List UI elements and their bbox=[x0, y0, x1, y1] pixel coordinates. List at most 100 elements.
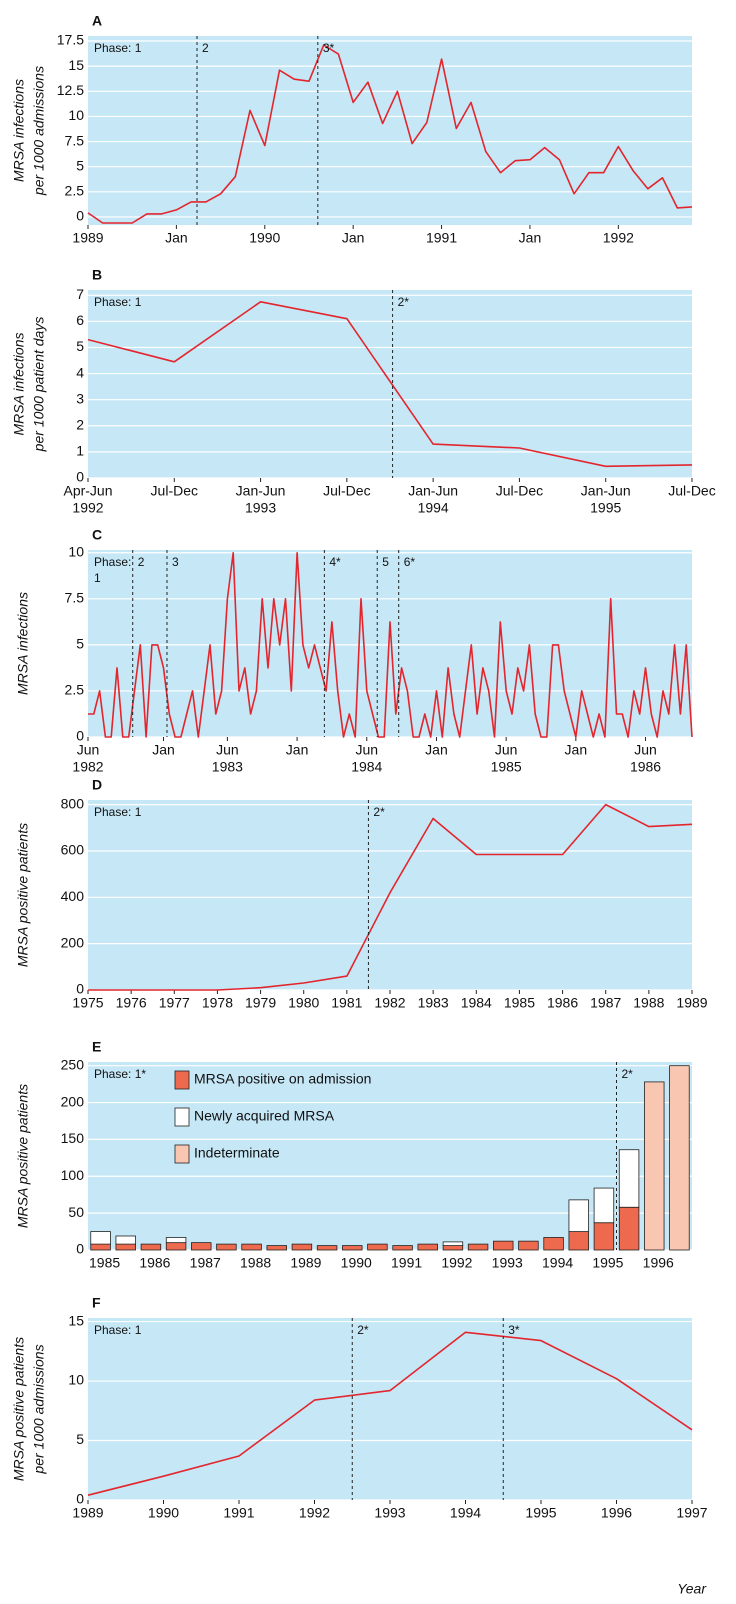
x-tick-label: Jun bbox=[216, 742, 239, 758]
y-tick-label: 7 bbox=[76, 286, 84, 302]
data-line bbox=[88, 803, 693, 991]
bar-segment bbox=[593, 1222, 615, 1251]
x-tick-label: 1995 bbox=[592, 1255, 623, 1271]
data-line bbox=[88, 552, 693, 738]
phase-label: Phase: 1* bbox=[94, 1067, 146, 1081]
x-tick-label: Jan-Jun bbox=[236, 483, 286, 499]
bar-segment bbox=[216, 1243, 237, 1251]
x-tick-label: Jul-Dec bbox=[668, 483, 715, 499]
y-tick-label: 10 bbox=[68, 107, 84, 123]
phase-label: 3* bbox=[508, 1323, 520, 1337]
y-tick-label: 5 bbox=[76, 1431, 84, 1447]
x-tick-label: 1991 bbox=[391, 1255, 422, 1271]
panel-letter: A bbox=[92, 13, 102, 29]
x-tick-label: 1995 bbox=[525, 1505, 556, 1521]
data-line bbox=[87, 1331, 693, 1496]
phase-label: Phase: 1 bbox=[94, 1323, 142, 1337]
bar-segment bbox=[568, 1231, 589, 1251]
bar-segment bbox=[115, 1235, 136, 1245]
y-tick-label: 0 bbox=[76, 728, 84, 744]
x-tick-label: Jan bbox=[342, 230, 365, 246]
legend-swatch bbox=[174, 1144, 190, 1164]
y-tick-label: 100 bbox=[61, 1167, 85, 1183]
y-tick-label: 600 bbox=[61, 842, 85, 858]
panel-letter: F bbox=[92, 1295, 101, 1311]
x-tick-label: Jan bbox=[165, 230, 188, 246]
phase-label: 3* bbox=[323, 41, 335, 55]
x-tick-label: 1991 bbox=[223, 1505, 254, 1521]
x-tick-label: Jan bbox=[286, 742, 309, 758]
x-tick-label: 1985 bbox=[89, 1255, 120, 1271]
x-tick-sublabel: 1994 bbox=[418, 500, 449, 516]
x-tick-label: 1977 bbox=[159, 995, 190, 1011]
bar-segment bbox=[140, 1243, 162, 1251]
x-tick-label: 1982 bbox=[374, 995, 405, 1011]
bar-segment bbox=[266, 1245, 287, 1251]
y-axis-label: MRSA infections bbox=[11, 333, 27, 436]
x-tick-label: 1989 bbox=[72, 230, 103, 246]
x-tick-label: 1976 bbox=[116, 995, 147, 1011]
bar-segment bbox=[543, 1237, 564, 1251]
phase-label: Phase: bbox=[94, 555, 131, 569]
x-tick-label: 1981 bbox=[331, 995, 362, 1011]
x-tick-label: 1989 bbox=[676, 995, 707, 1011]
phase-label: 3 bbox=[172, 555, 179, 569]
x-tick-label: 1989 bbox=[72, 1505, 103, 1521]
y-tick-label: 0 bbox=[76, 208, 84, 224]
x-tick-label: 1978 bbox=[202, 995, 233, 1011]
y-tick-label: 200 bbox=[61, 934, 85, 950]
x-tick-sublabel: 1982 bbox=[72, 759, 103, 775]
y-tick-label: 15 bbox=[68, 1312, 84, 1328]
y-tick-label: 6 bbox=[76, 312, 84, 328]
x-tick-label: 1996 bbox=[643, 1255, 674, 1271]
legend-label: Indeterminate bbox=[194, 1145, 280, 1161]
bar-segment bbox=[316, 1245, 338, 1251]
data-line bbox=[87, 301, 693, 468]
y-axis-label: per 1000 admissions bbox=[31, 1344, 47, 1474]
x-tick-label: Apr-Jun bbox=[63, 483, 112, 499]
y-tick-label: 4 bbox=[76, 364, 84, 380]
panel-letter: C bbox=[92, 527, 102, 543]
y-tick-label: 150 bbox=[61, 1130, 85, 1146]
x-axis-label: Year bbox=[677, 1581, 707, 1597]
bar-segment bbox=[165, 1242, 187, 1251]
x-tick-label: Jan bbox=[152, 742, 175, 758]
x-tick-label: Jan bbox=[565, 742, 588, 758]
panel-letter: B bbox=[92, 267, 102, 283]
phase-label: 5 bbox=[382, 555, 389, 569]
y-tick-label: 50 bbox=[68, 1204, 84, 1220]
x-tick-label: Jul-Dec bbox=[496, 483, 543, 499]
bar-segment bbox=[291, 1243, 313, 1251]
x-tick-label: 1994 bbox=[450, 1505, 481, 1521]
bar-segment bbox=[618, 1206, 640, 1251]
x-tick-label: Jun bbox=[77, 742, 100, 758]
y-tick-label: 2.5 bbox=[65, 183, 85, 199]
bar-segment bbox=[165, 1237, 187, 1244]
bar-segment bbox=[417, 1243, 438, 1251]
x-tick-label: 1992 bbox=[603, 230, 634, 246]
x-tick-label: 1994 bbox=[542, 1255, 573, 1271]
y-tick-label: 12.5 bbox=[57, 82, 84, 98]
x-tick-label: 1975 bbox=[72, 995, 103, 1011]
y-tick-label: 10 bbox=[68, 543, 84, 559]
bar-segment bbox=[644, 1081, 665, 1251]
x-tick-label: Jan bbox=[425, 742, 448, 758]
phase-label: 2* bbox=[622, 1067, 634, 1081]
x-tick-label: 1993 bbox=[374, 1505, 405, 1521]
y-axis-label: per 1000 patient days bbox=[31, 317, 47, 453]
x-tick-label: 1985 bbox=[504, 995, 535, 1011]
x-tick-label: Jan-Jun bbox=[581, 483, 631, 499]
y-tick-label: 0 bbox=[76, 981, 84, 997]
y-tick-label: 0 bbox=[76, 1241, 84, 1257]
y-axis-label: per 1000 admissions bbox=[31, 66, 47, 196]
phase-label: 2 bbox=[138, 555, 145, 569]
y-tick-label: 15 bbox=[68, 57, 84, 73]
data-line bbox=[87, 44, 693, 224]
y-axis-label: MRSA infections bbox=[15, 592, 31, 695]
x-tick-label: 1992 bbox=[441, 1255, 472, 1271]
y-tick-label: 7.5 bbox=[65, 590, 85, 606]
x-tick-sublabel: 1984 bbox=[351, 759, 382, 775]
phase-label: Phase: 1 bbox=[94, 295, 142, 309]
plot-area bbox=[88, 800, 692, 990]
